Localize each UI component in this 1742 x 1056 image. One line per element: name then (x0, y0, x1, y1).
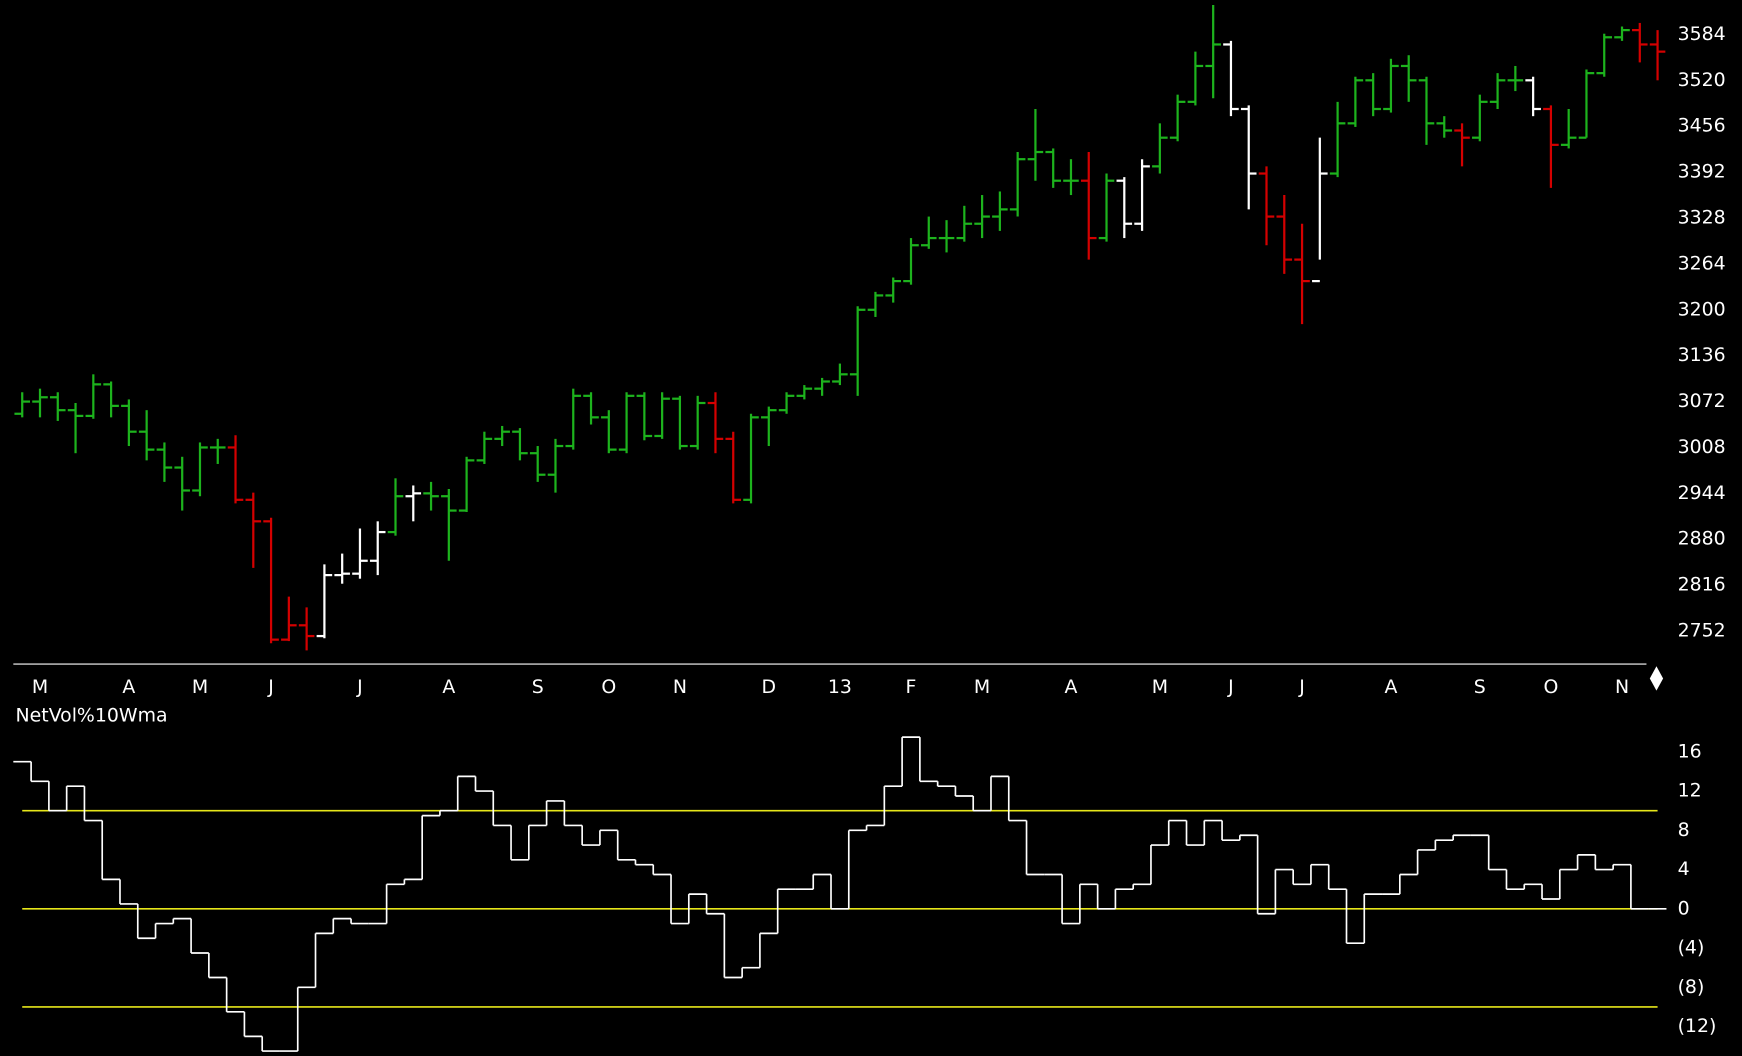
x-tick-label: A (442, 676, 455, 698)
y-tick-label: 16 (1678, 740, 1702, 762)
x-tick-label: D (762, 676, 777, 698)
y-tick-label: (8) (1678, 976, 1705, 998)
x-tick-label: O (1543, 676, 1558, 698)
x-tick-label: A (1384, 676, 1397, 698)
y-tick-label: 3072 (1678, 390, 1726, 412)
x-tick-label: M (974, 676, 990, 698)
scroll-marker (1649, 666, 1664, 691)
y-tick-label: 3456 (1678, 115, 1726, 137)
y-tick-label: 3392 (1678, 161, 1726, 183)
y-tick-label: 2880 (1678, 528, 1726, 550)
y-tick-label: (4) (1678, 937, 1705, 959)
y-tick-label: 3328 (1678, 206, 1726, 228)
x-tick-label: J (356, 676, 363, 698)
y-tick-label: 3520 (1678, 69, 1726, 91)
x-tick-label: 13 (828, 676, 852, 698)
y-tick-label: 0 (1678, 897, 1690, 919)
x-tick-label: F (906, 676, 917, 698)
x-tick-label: J (1298, 676, 1305, 698)
x-tick-label: M (32, 676, 48, 698)
y-tick-label: 3008 (1678, 436, 1726, 458)
y-tick-label: 3264 (1678, 252, 1726, 274)
y-tick-label: 2944 (1678, 482, 1726, 504)
x-tick-label: M (192, 676, 208, 698)
x-tick-label: J (267, 676, 274, 698)
y-tick-label: 3200 (1678, 298, 1726, 320)
y-tick-label: 12 (1678, 780, 1702, 802)
y-tick-label: 4 (1678, 858, 1690, 880)
indicator-title: NetVol%10Wma (16, 705, 168, 727)
y-tick-label: 2752 (1678, 620, 1726, 642)
y-tick-label: 3584 (1678, 23, 1726, 45)
x-tick-label: O (601, 676, 616, 698)
x-tick-label: M (1152, 676, 1168, 698)
x-tick-label: A (122, 676, 135, 698)
x-tick-label: S (1474, 676, 1486, 698)
y-tick-label: 2816 (1678, 574, 1726, 596)
y-tick-label: (12) (1678, 1015, 1717, 1037)
x-tick-label: N (673, 676, 687, 698)
y-tick-label: 8 (1678, 819, 1690, 841)
y-tick-label: 3136 (1678, 344, 1726, 366)
x-tick-label: A (1065, 676, 1078, 698)
x-tick-label: N (1615, 676, 1629, 698)
x-tick-label: S (532, 676, 544, 698)
x-tick-label: J (1227, 676, 1234, 698)
